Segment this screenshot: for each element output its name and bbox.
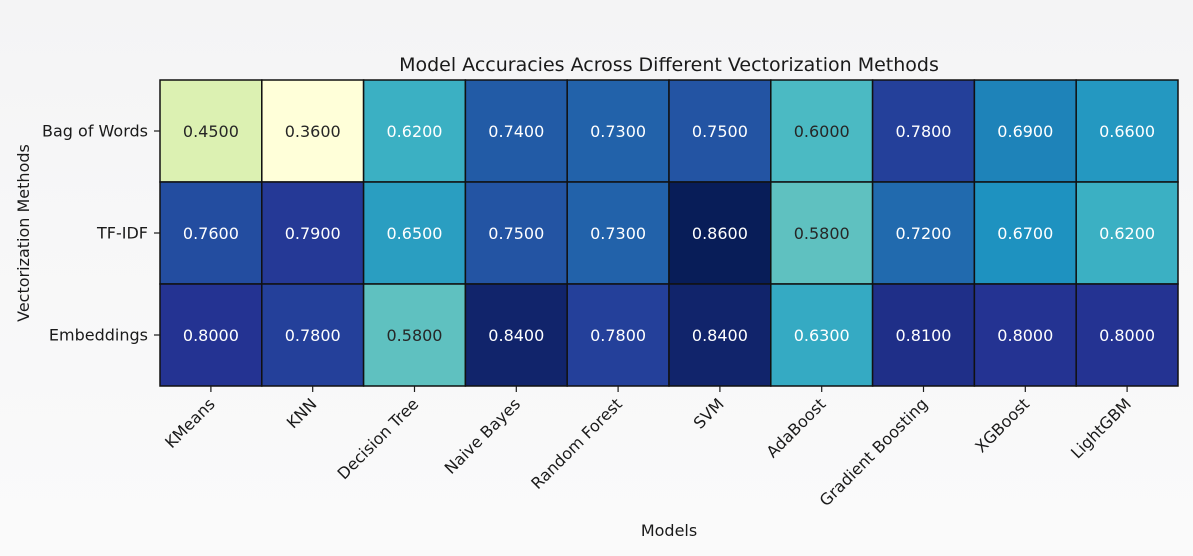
heatmap-cell	[973, 283, 1077, 387]
cell-value-label: 0.8100	[896, 326, 952, 345]
x-tick-label: LightGBM	[1067, 394, 1135, 462]
x-tick-label: XGBoost	[971, 394, 1033, 456]
heatmap-cell	[464, 283, 568, 387]
heatmap-cell	[159, 79, 263, 183]
y-axis-ticks: Bag of Words TF-IDF Embeddings	[42, 122, 160, 345]
y-axis-label: Vectorization Methods	[14, 144, 33, 322]
heatmap-cell	[362, 283, 467, 387]
cell-value-label: 0.6500	[387, 224, 443, 243]
cell-value-label: 0.4500	[183, 122, 239, 141]
heatmap-cell	[973, 79, 1077, 183]
x-tick-label: KNN	[283, 394, 321, 432]
cell-value-label: 0.7500	[488, 224, 544, 243]
cell-value-label: 0.6200	[387, 122, 443, 141]
heatmap-cell	[261, 181, 365, 285]
heatmap-cell	[1075, 181, 1179, 285]
x-tick-label: Random Forest	[527, 394, 626, 493]
x-tick-label: Decision Tree	[334, 394, 423, 483]
cell-value-label: 0.6000	[794, 122, 850, 141]
heatmap-cell	[871, 181, 976, 285]
x-axis-ticks: KMeans KNN Decision Tree Naive Bayes Random …	[161, 386, 1135, 510]
cell-value-label: 0.8000	[183, 326, 239, 345]
y-tick-label: TF-IDF	[96, 224, 148, 243]
cell-value-label: 0.6900	[997, 122, 1053, 141]
cell-value-label: 0.8000	[997, 326, 1053, 345]
cell-value-label: 0.8400	[692, 326, 748, 345]
cell-value-label: 0.6700	[997, 224, 1053, 243]
cell-value-label: 0.3600	[285, 122, 341, 141]
cell-value-label: 0.6600	[1099, 122, 1155, 141]
cell-value-label: 0.6300	[794, 326, 850, 345]
cell-value-label: 0.5800	[387, 326, 443, 345]
heatmap-cell	[668, 181, 772, 285]
cell-value-label: 0.7500	[692, 122, 748, 141]
heatmap-cell	[770, 181, 874, 285]
heatmap-cell	[668, 283, 772, 387]
cell-value-label: 0.5800	[794, 224, 850, 243]
heatmap-cell	[566, 283, 670, 387]
cell-value-label: 0.8600	[692, 224, 748, 243]
cell-value-label: 0.7400	[488, 122, 544, 141]
chart-title: Model Accuracies Across Different Vector…	[399, 54, 939, 76]
cell-value-label: 0.7300	[590, 224, 646, 243]
x-tick-label: Gradient Boosting	[816, 394, 932, 510]
x-tick-label: AdaBoost	[762, 394, 829, 461]
heatmap-cell	[261, 79, 365, 183]
x-tick-label: Naive Bayes	[441, 394, 524, 477]
x-tick-label: KMeans	[161, 394, 219, 452]
y-tick-label: Embeddings	[49, 326, 148, 345]
cell-value-label: 0.7300	[590, 122, 646, 141]
heatmap-cell	[973, 181, 1077, 285]
cell-value-label: 0.7800	[896, 122, 952, 141]
heatmap-cell	[261, 283, 365, 387]
cell-value-label: 0.8000	[1099, 326, 1155, 345]
y-tick-label: Bag of Words	[42, 122, 148, 141]
cell-value-label: 0.7800	[590, 326, 646, 345]
cell-value-label: 0.7200	[896, 224, 952, 243]
cell-value-label: 0.7600	[183, 224, 239, 243]
heatmap-cell	[1075, 79, 1179, 183]
heatmap-cell	[1075, 283, 1179, 387]
heatmap-cell	[566, 181, 670, 285]
heatmap-cells: 0.4500 0.3600 0.6200 0.7400 0.7300 0.7500 0.60…	[159, 79, 1179, 387]
heatmap-cell	[362, 181, 467, 285]
heatmap-cell	[770, 79, 874, 183]
cell-value-label: 0.7800	[285, 326, 341, 345]
heatmap-cell	[871, 79, 976, 183]
cell-value-label: 0.7900	[285, 224, 341, 243]
heatmap-cell	[464, 181, 568, 285]
heatmap-cell	[362, 79, 467, 183]
cell-value-label: 0.8400	[488, 326, 544, 345]
heatmap-cell	[159, 283, 263, 387]
x-axis-label: Models	[641, 521, 697, 540]
cell-value-label: 0.6200	[1099, 224, 1155, 243]
x-tick-label: SVM	[690, 394, 728, 432]
